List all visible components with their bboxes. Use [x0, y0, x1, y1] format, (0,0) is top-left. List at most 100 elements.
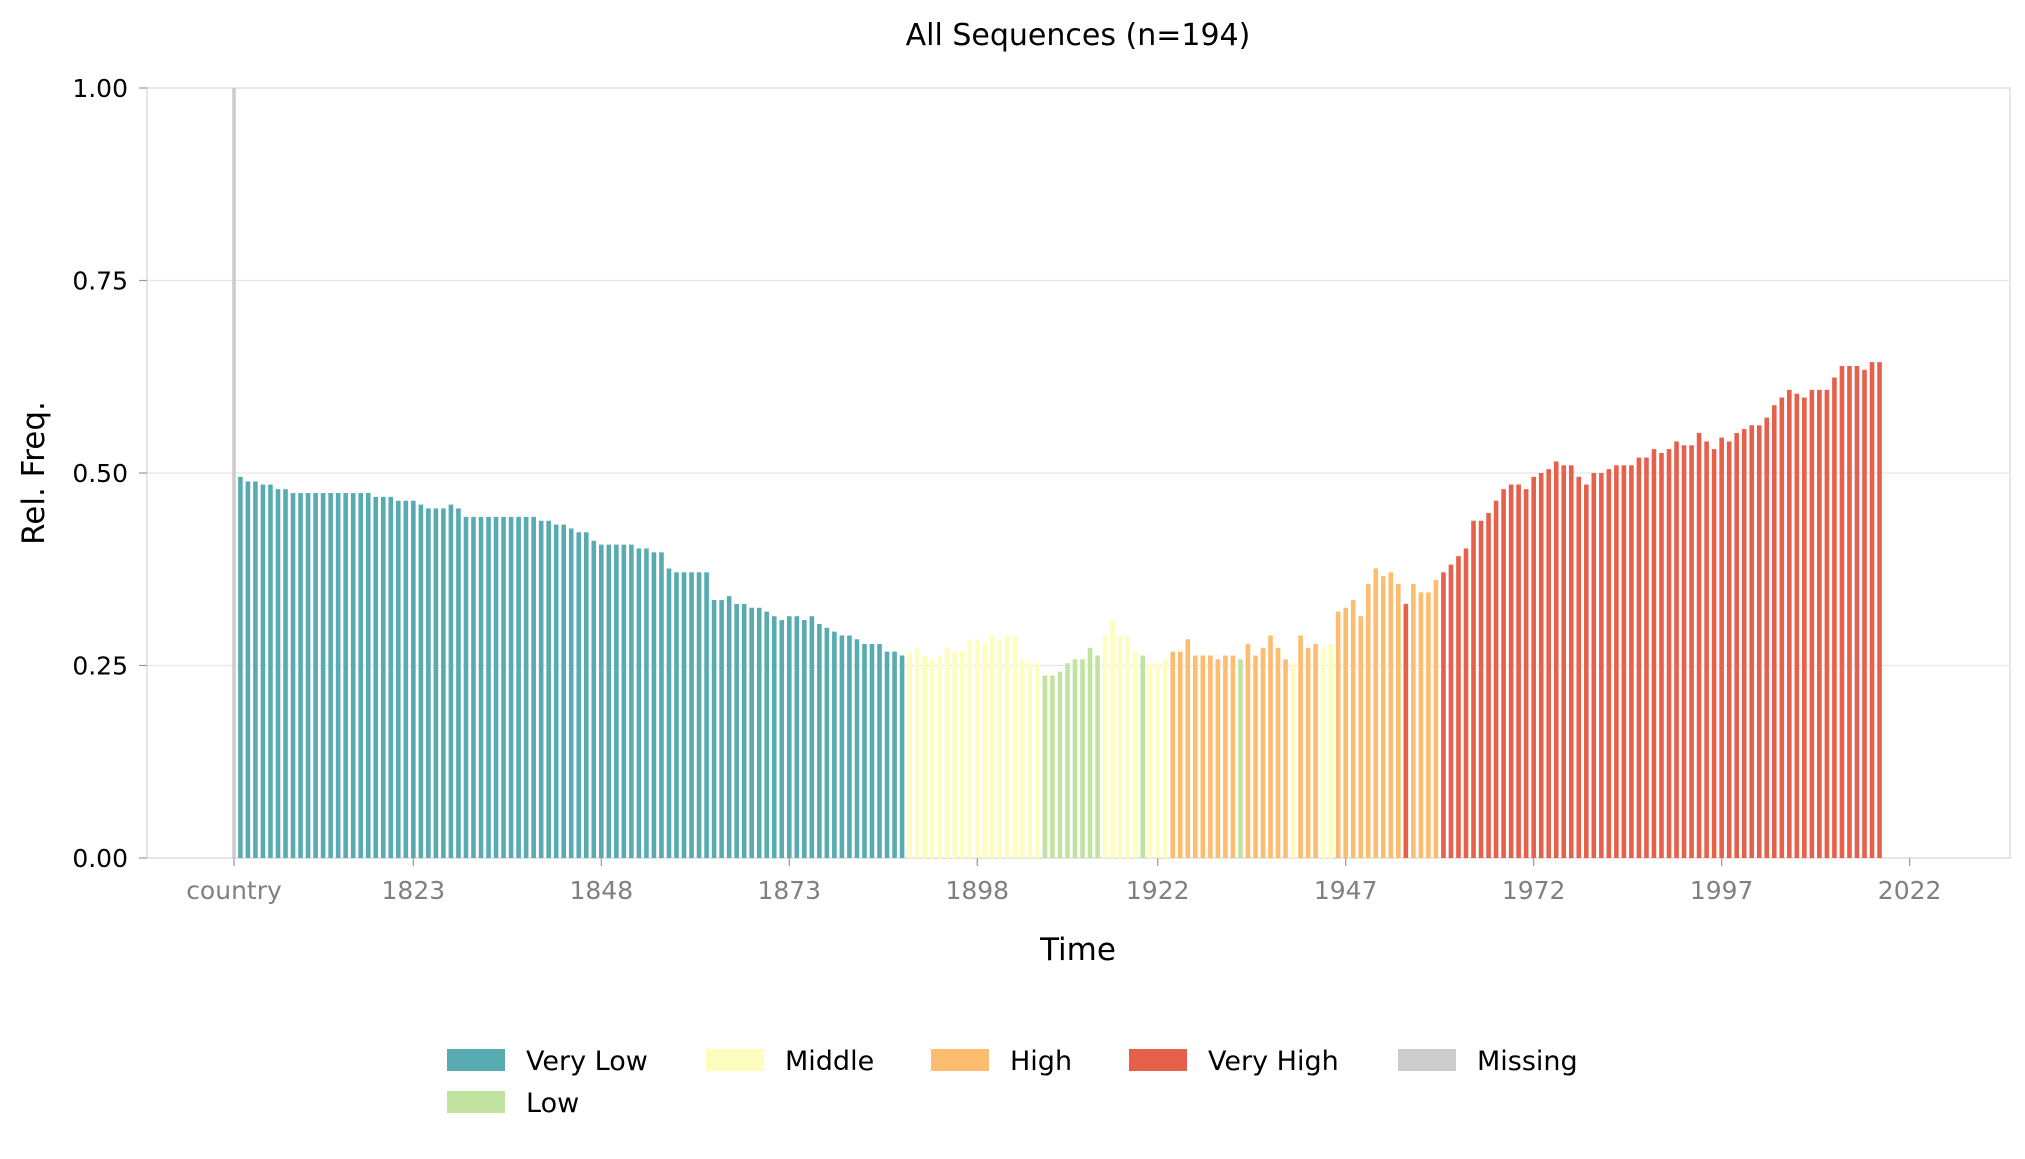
x-tick-label: 1823 — [382, 876, 446, 905]
bar — [516, 516, 521, 858]
bar — [1193, 655, 1198, 858]
bar — [1268, 635, 1273, 858]
bar — [681, 572, 687, 858]
y-tick-label: 0.75 — [72, 267, 128, 296]
bar — [1020, 659, 1025, 858]
bar — [1546, 469, 1552, 858]
bar — [944, 647, 950, 858]
bar — [719, 600, 724, 858]
bar — [1238, 659, 1243, 858]
bar — [704, 572, 709, 858]
bar — [576, 532, 582, 858]
bar — [1373, 568, 1379, 858]
bar — [1523, 489, 1529, 858]
bar — [1764, 417, 1770, 858]
x-tick-label: 1848 — [569, 876, 633, 905]
legend-swatch — [447, 1049, 505, 1071]
bar — [1651, 449, 1657, 858]
bar — [749, 607, 754, 858]
x-tick-label: 1972 — [1502, 876, 1566, 905]
bar — [1223, 655, 1228, 858]
bar — [253, 481, 258, 858]
bar — [1057, 671, 1063, 858]
bar — [358, 493, 364, 858]
bar — [1245, 643, 1251, 858]
bar — [546, 520, 551, 858]
bar — [1080, 659, 1085, 858]
legend-label: Very Low — [526, 1046, 648, 1077]
bar — [907, 651, 912, 858]
bar — [1606, 469, 1612, 858]
bar — [1681, 445, 1687, 858]
bar — [1531, 476, 1536, 858]
bar — [1365, 583, 1371, 858]
bar — [929, 659, 935, 858]
bar — [1696, 432, 1702, 858]
bar — [802, 620, 807, 858]
bar — [914, 647, 920, 858]
bar — [1433, 580, 1439, 858]
bar — [441, 508, 446, 858]
bar — [1704, 441, 1709, 858]
bar — [1102, 635, 1108, 858]
bar — [1087, 647, 1093, 858]
bar — [1350, 600, 1356, 858]
bar — [1050, 675, 1055, 858]
bar — [1185, 639, 1191, 858]
bar — [1177, 651, 1183, 858]
bar — [1305, 647, 1311, 858]
bar — [335, 493, 341, 858]
x-tick-label: 1873 — [757, 876, 821, 905]
legend-swatch — [1129, 1049, 1187, 1071]
bar — [531, 516, 536, 858]
bar — [734, 603, 739, 858]
bar — [997, 639, 1003, 858]
bar — [1388, 572, 1394, 858]
bar — [328, 493, 333, 858]
bar — [1794, 393, 1800, 858]
legend-label: Missing — [1477, 1046, 1578, 1077]
bar — [1411, 583, 1416, 858]
bar — [1839, 365, 1845, 858]
bar — [1779, 397, 1785, 858]
bar — [786, 616, 792, 858]
bar — [395, 500, 401, 858]
bar — [1065, 663, 1070, 858]
bar — [1501, 489, 1506, 858]
bar — [1719, 437, 1724, 858]
bar — [1298, 635, 1303, 858]
bar — [606, 544, 612, 858]
bar — [320, 493, 326, 858]
bar — [478, 516, 484, 858]
y-axis-ticks: 0.00 0.25 0.50 0.75 1.00 — [72, 74, 147, 873]
bar — [1403, 603, 1409, 858]
bar — [1711, 449, 1717, 858]
bar — [275, 489, 281, 858]
bar — [892, 651, 897, 858]
bar — [448, 504, 454, 858]
bar — [696, 572, 702, 858]
bar — [764, 611, 770, 858]
bar — [260, 484, 266, 858]
bar — [1726, 441, 1732, 858]
bar — [1072, 659, 1078, 858]
bar — [666, 568, 672, 858]
bar — [1486, 513, 1491, 858]
bar — [1674, 441, 1679, 858]
bar — [1012, 635, 1018, 858]
bar — [305, 493, 311, 858]
bar — [1313, 643, 1318, 858]
bar — [674, 572, 679, 858]
x-tick-label: 1997 — [1690, 876, 1754, 905]
bar — [1456, 556, 1461, 858]
bar — [1561, 465, 1567, 858]
x-tick-label: 1898 — [945, 876, 1009, 905]
bar — [1591, 473, 1597, 858]
bar — [418, 504, 424, 858]
bar — [1802, 397, 1807, 858]
bar — [463, 516, 469, 858]
bar — [1621, 465, 1627, 858]
bar — [1215, 659, 1221, 858]
bar — [1426, 592, 1431, 858]
bar — [1629, 465, 1634, 858]
